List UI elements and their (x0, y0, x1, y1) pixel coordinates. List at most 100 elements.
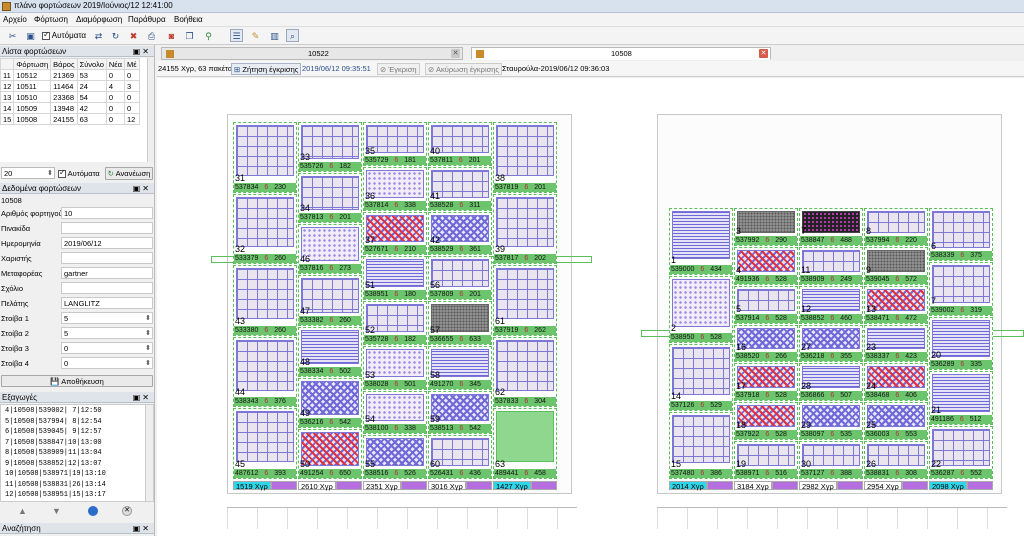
exit-line[interactable]: 9|10508|538852|12|13:07 (5, 459, 102, 468)
load-field-input[interactable]: 0 (61, 357, 153, 369)
pallet[interactable]: 44 538343 6 376 (233, 336, 297, 408)
exit-line[interactable]: 7|10508|538847|10|13:00 (5, 438, 102, 447)
list-view-icon[interactable]: ☰ (230, 29, 243, 42)
pallet[interactable]: 62 537833 6 304 (493, 336, 557, 408)
panel-controls-icon[interactable]: ▣✕ (132, 524, 151, 533)
exit-line[interactable]: 11|10508|538831|26|13:14 (5, 480, 106, 489)
pallet[interactable]: 49 536216 6 542 (298, 377, 362, 428)
pallet[interactable]: 38 537819 6 201 (493, 122, 557, 193)
panel-controls-icon[interactable]: ▣✕ (132, 393, 151, 402)
exit-line[interactable]: 5|10508|537994| 8|12:54 (5, 417, 102, 426)
loads-column-header[interactable]: Νέα (105, 58, 126, 70)
pallet[interactable]: 42 538529 6 361 (428, 211, 492, 256)
load-field-input[interactable]: LANGLITZ (61, 297, 153, 309)
tab-10522[interactable]: 10522 ✕ (161, 47, 463, 60)
auto-checkbox[interactable] (42, 30, 50, 40)
loads-column-header[interactable]: Σύνολο (76, 58, 107, 70)
loads-table-row[interactable]: 15 10508 24155 63 0 12 (0, 113, 140, 125)
menu-file[interactable]: Αρχείο (3, 15, 27, 24)
export-icon[interactable]: ⇄ (94, 31, 103, 41)
auto-refresh-toggle[interactable]: Αυτόματα (58, 168, 100, 179)
exits-scrollbar[interactable] (145, 405, 153, 501)
load-field-input[interactable]: gartner (61, 267, 153, 279)
pallet[interactable]: 56 537809 6 201 (428, 256, 492, 300)
pallet[interactable]: 21 491186 6 512 (929, 371, 993, 425)
pallet[interactable]: 35 535729 6 181 (363, 122, 427, 166)
pallet[interactable]: 63 489441 6 458 (493, 408, 557, 479)
save-button[interactable]: 💾 Αποθήκευση (1, 375, 153, 387)
pallet[interactable]: 52 535728 6 182 (363, 301, 427, 345)
load-field-input[interactable]: 10 (61, 207, 153, 219)
loads-column-header[interactable]: Φόρτωση (13, 58, 52, 70)
loads-table-row[interactable]: 12 10511 11464 24 4 3 (0, 80, 140, 92)
cancel-approval-button[interactable]: ⊘ Ακύρωση έγκρισης (425, 63, 503, 75)
exit-line[interactable]: 8|10508|538909|11|13:04 (5, 449, 102, 457)
pallet[interactable]: 17 537918 6 528 (734, 363, 798, 402)
pallet[interactable]: 7 539002 6 319 (929, 262, 993, 316)
tools-icon[interactable]: ✂ (8, 31, 17, 41)
pencil-icon[interactable]: ✎ (251, 31, 260, 41)
panel-controls-icon[interactable]: ▣✕ (132, 47, 151, 56)
link-icon[interactable]: ⚲ (205, 31, 212, 41)
pallet[interactable]: 9 539045 6 572 (864, 246, 928, 285)
layout-icon[interactable]: ▥ (270, 31, 279, 41)
menu-help[interactable]: Βοήθεια (174, 15, 203, 24)
pallet[interactable]: 59 538513 6 542 (428, 390, 492, 435)
pallet[interactable]: 28 536866 6 507 (799, 363, 863, 402)
pallet[interactable]: 5 537914 6 528 (734, 285, 798, 324)
pallet[interactable]: 51 538951 6 180 (363, 256, 427, 300)
save-icon[interactable]: ▣ (26, 31, 35, 41)
tab-10508[interactable]: 10508 ✕ (471, 47, 771, 60)
pallet[interactable]: 46 537816 6 273 (298, 224, 362, 275)
pallet[interactable]: 2 538950 6 528 (669, 276, 733, 343)
pallet[interactable]: 27 536218 6 355 (799, 324, 863, 363)
pallet[interactable]: 6 538339 6 375 (929, 208, 993, 262)
pallet[interactable]: 53 538028 6 501 (363, 345, 427, 390)
pallet[interactable]: 45 487612 6 393 (233, 408, 297, 479)
refresh-button[interactable]: ↻ Ανανέωση (105, 167, 153, 180)
pallet[interactable]: 54 538100 6 338 (363, 390, 427, 435)
delete-icon[interactable]: ✖ (129, 31, 138, 41)
load-field-input[interactable]: 5 (61, 327, 153, 339)
pallet[interactable]: 39 537817 6 202 (493, 193, 557, 265)
pallet[interactable]: 11 538909 6 249 (799, 246, 863, 285)
pallet[interactable]: 33 535726 6 182 (298, 122, 362, 173)
menu-loading[interactable]: Φόρτωση (34, 15, 68, 24)
pallet[interactable]: 60 526431 6 436 (428, 435, 492, 479)
refresh-icon[interactable]: ↻ (111, 31, 120, 41)
up-arrow-icon[interactable]: ▲ (18, 506, 27, 516)
pallet[interactable]: 30 537127 6 388 (799, 441, 863, 479)
load-field-input[interactable] (61, 252, 153, 264)
panel-controls-icon[interactable]: ▣✕ (132, 184, 151, 193)
loads-column-header[interactable]: Βάρος (50, 58, 78, 70)
auto-refresh-checkbox[interactable] (58, 168, 66, 179)
exit-line[interactable]: 4|10508|539002| 7|12:50 (5, 407, 102, 415)
pallet[interactable]: 20 536289 6 335 (929, 316, 993, 371)
load-field-input[interactable] (61, 222, 153, 234)
pallet[interactable]: 24 538468 6 406 (864, 363, 928, 402)
count-spinner[interactable]: 20 (1, 167, 55, 179)
load-field-input[interactable] (61, 282, 153, 294)
pallet[interactable]: 13 538471 6 472 (864, 285, 928, 324)
print-preview-icon[interactable]: ◙ (168, 31, 175, 41)
pallet[interactable]: 47 533382 6 260 (298, 275, 362, 326)
pallet[interactable]: 40 537811 6 201 (428, 122, 492, 166)
pallet[interactable]: 22 536287 6 552 (929, 425, 993, 479)
request-approval-button[interactable]: ⊞ Ζήτηση έγκρισης (231, 63, 302, 75)
loads-scrollbar[interactable] (147, 58, 154, 162)
record-icon[interactable] (88, 506, 98, 516)
copy-icon[interactable]: ❐ (185, 31, 194, 41)
pallet[interactable]: 1 539000 6 434 (669, 208, 733, 275)
pallet[interactable]: 58 491270 6 345 (428, 345, 492, 390)
pallet[interactable]: 57 536655 6 633 (428, 301, 492, 345)
pallet[interactable]: 25 536003 6 553 (864, 402, 928, 441)
exit-line[interactable]: 12|10508|538951|15|13:17 (5, 491, 106, 499)
pallet[interactable]: 16 538520 6 266 (734, 324, 798, 363)
pallet[interactable]: 43 533380 6 260 (233, 265, 297, 336)
approve-button[interactable]: ⊘ Έγκριση (377, 63, 420, 75)
exit-line[interactable]: 10|10508|538971|19|13:10 (5, 470, 106, 478)
loads-table-row[interactable]: 14 10509 13948 42 0 0 (0, 102, 140, 114)
pallet[interactable]: 29 538097 6 535 (799, 402, 863, 441)
auto-toggle[interactable]: Αυτόματα (42, 30, 86, 40)
pallet[interactable]: 4 491936 6 528 (734, 246, 798, 285)
